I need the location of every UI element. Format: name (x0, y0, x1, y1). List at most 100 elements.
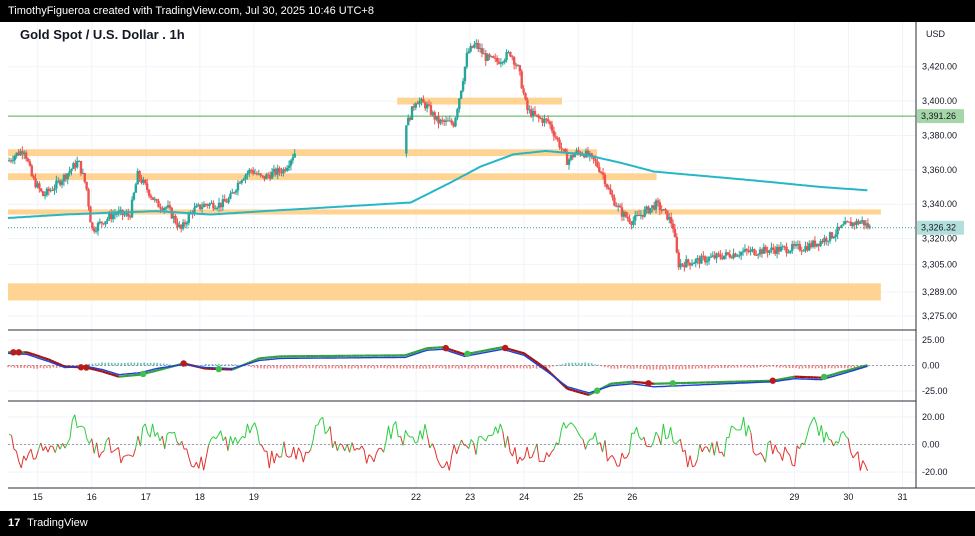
candle-body (414, 103, 417, 108)
macd-histogram-bar (571, 362, 574, 366)
osc-line-segment (67, 438, 71, 444)
candle-body (200, 207, 204, 210)
candle-body (851, 222, 854, 227)
osc-line-segment (324, 430, 329, 435)
candle-body (270, 171, 274, 179)
osc-line-segment (283, 441, 287, 456)
macd-histogram-bar (697, 365, 700, 369)
macd-histogram-bar (522, 365, 525, 369)
candle-body (575, 150, 578, 154)
macd-histogram-bar (419, 365, 421, 369)
candle-body (541, 118, 544, 123)
candle-body (528, 109, 531, 111)
candle-body (651, 205, 654, 209)
osc-line-segment (536, 443, 540, 462)
osc-line-segment (857, 451, 861, 471)
osc-line-segment (662, 423, 667, 439)
osc-line-segment (796, 445, 800, 450)
candle-body (204, 203, 208, 205)
macd-histogram-bar (795, 365, 797, 369)
macd-histogram-bar (623, 365, 625, 368)
candle-body (465, 53, 469, 67)
osc-line-segment (709, 442, 713, 453)
candle-body (766, 250, 769, 253)
candle-body (501, 62, 505, 64)
osc-line-segment (711, 442, 715, 456)
candle-body (828, 232, 832, 241)
candle-body (747, 250, 750, 252)
candle-body (868, 226, 871, 228)
candle-body (193, 207, 196, 214)
candle-body (478, 48, 482, 50)
osc-line-segment (178, 440, 183, 446)
macd-signal-segment (848, 368, 852, 372)
candle-body (407, 117, 410, 126)
macd-histogram-bar (526, 365, 528, 369)
osc-line-segment (543, 452, 548, 463)
osc-line-segment (560, 422, 565, 431)
chart-canvas[interactable]: 3,275.00 3,289.00 3,305.00 3,320.00 3,340.00… (0, 22, 975, 511)
osc-line-segment (738, 428, 742, 431)
candle-body (77, 160, 81, 162)
macd-histogram-bar (636, 365, 638, 369)
osc-line-segment (723, 437, 728, 457)
candle-body (79, 160, 83, 174)
price-zone-3 (8, 209, 881, 215)
osc-line-segment (132, 448, 137, 457)
macd-histogram-bar (506, 365, 509, 369)
macd-histogram-bar (256, 365, 259, 369)
candle-body (736, 255, 739, 257)
macd-histogram-bar (409, 365, 411, 369)
candle-body (41, 191, 45, 197)
macd-signal-segment (469, 351, 474, 355)
osc-line-segment (594, 432, 599, 445)
osc-line-segment (803, 436, 808, 445)
osc-line-segment (64, 442, 68, 449)
macd-histogram-bar (548, 365, 551, 368)
candle-body (420, 98, 423, 102)
macd-histogram-bar (94, 363, 97, 366)
macd-histogram-bar (299, 365, 301, 368)
candle-body (102, 223, 105, 225)
candle-body (738, 255, 741, 257)
macd-signal-segment (423, 347, 428, 351)
candle-body (512, 57, 516, 65)
osc-line-segment (845, 435, 849, 439)
candle-body (55, 180, 58, 189)
osc-line-segment (660, 423, 664, 445)
candle-body (145, 183, 149, 190)
candle-body (518, 65, 522, 72)
price-tick-label: 3,305.00 (922, 259, 957, 269)
macd-histogram-bar (483, 365, 486, 368)
macd-histogram-bar (652, 365, 655, 370)
candle-body (728, 254, 732, 258)
candle-body (15, 152, 18, 156)
macd-histogram-bar (840, 365, 843, 368)
osc-line-segment (499, 423, 504, 432)
osc-line-segment (611, 455, 616, 460)
macd-histogram-bar (140, 362, 142, 366)
osc-line-segment (628, 432, 633, 453)
macd-histogram-bar (736, 365, 739, 368)
macd-histogram-bar (295, 365, 298, 369)
candle-body (669, 216, 673, 224)
candle-body (656, 200, 660, 203)
osc-line-segment (300, 452, 304, 463)
candle-body (43, 194, 47, 197)
macd-histogram-bar (166, 363, 168, 366)
macd-signal-segment (145, 371, 149, 375)
price-axis-area[interactable] (916, 22, 975, 488)
macd-signal-segment (202, 366, 206, 370)
macd-histogram-bar (727, 365, 729, 368)
macd-histogram-bar (370, 365, 372, 368)
candle-body (520, 71, 523, 89)
osc-line-segment (307, 449, 312, 454)
osc-line-segment (188, 457, 192, 467)
osc-line-segment (842, 431, 847, 437)
candle-body (802, 250, 805, 252)
osc-line-segment (563, 422, 567, 429)
candle-body (688, 262, 692, 266)
macd-histogram-bar (717, 365, 719, 368)
currency-label: USD (926, 29, 946, 39)
macd-histogram-bar (837, 365, 839, 369)
